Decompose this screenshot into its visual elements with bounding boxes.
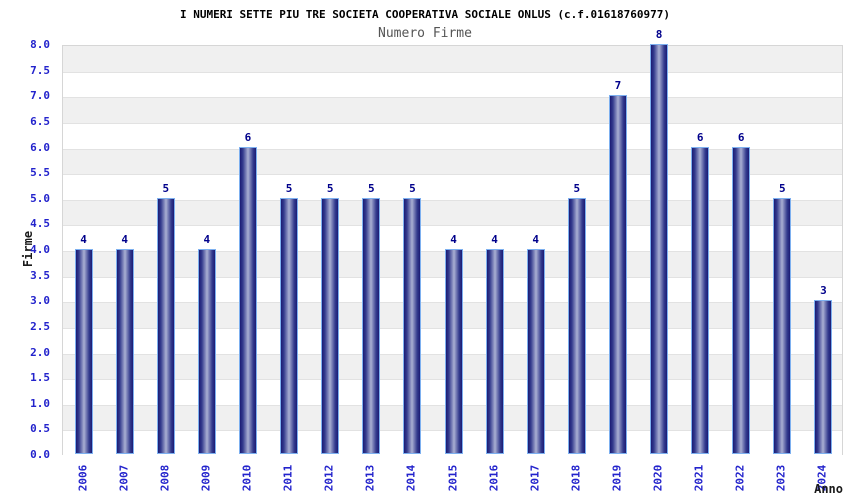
x-tick-label: 2007 <box>117 464 131 492</box>
y-tick-label: 0.0 <box>30 448 50 461</box>
x-tick-label: 2010 <box>240 464 254 492</box>
gridline <box>63 148 842 150</box>
bar-2010 <box>238 146 257 454</box>
plot-band <box>63 225 842 251</box>
bar-2023 <box>773 197 792 454</box>
bar-2009 <box>197 249 216 454</box>
bar-2024 <box>814 300 833 454</box>
y-tick-label: 7.0 <box>30 89 50 103</box>
gridline <box>63 122 842 124</box>
gridline <box>63 97 842 99</box>
bar-2012 <box>321 197 340 454</box>
bar-2021 <box>691 146 710 454</box>
bar-value-label: 4 <box>491 233 498 246</box>
bar-2013 <box>362 197 381 454</box>
x-tick-label: 2009 <box>199 464 213 492</box>
plot-band <box>63 199 842 226</box>
x-tick-label: 2018 <box>569 464 583 492</box>
x-tick-label: 2022 <box>733 464 747 492</box>
bar-2015 <box>444 249 463 454</box>
y-tick-label: 4.5 <box>30 217 50 231</box>
bar-2020 <box>650 44 669 454</box>
bar-2011 <box>280 197 299 454</box>
bar-value-label: 5 <box>367 181 375 195</box>
bar-value-label: 6 <box>244 130 252 144</box>
y-tick-label: 3.0 <box>30 294 50 308</box>
plot-area: 4 4 5 4 6 5 5 5 5 4 4 4 5 7 8 6 6 5 3 <box>62 28 843 456</box>
x-axis-title: Anno <box>814 482 843 496</box>
y-tick-label: 4.0 <box>30 243 50 256</box>
y-tick-label: 1.5 <box>30 371 50 385</box>
x-tick-label: 2014 <box>404 464 418 492</box>
bar-value-label: 5 <box>162 181 170 195</box>
bar-2016 <box>485 249 504 454</box>
bar-value-label: 8 <box>655 28 663 41</box>
gridline <box>63 71 842 73</box>
x-tick-label: 2017 <box>528 464 542 492</box>
bar-value-label: 5 <box>285 181 293 195</box>
x-tick-label: 2006 <box>76 464 90 492</box>
x-tick-label: 2021 <box>692 464 706 492</box>
bar-value-label: 4 <box>203 233 211 246</box>
bar-value-label: 4 <box>450 233 457 246</box>
plot-band <box>63 148 842 175</box>
x-tick-label: 2023 <box>774 464 788 492</box>
bar-2007 <box>115 249 134 454</box>
bar-2006 <box>74 249 93 454</box>
plot-band <box>63 46 842 72</box>
gridline <box>63 174 842 176</box>
gridline <box>63 199 842 201</box>
bar-2014 <box>403 197 422 454</box>
y-tick-label: 5.5 <box>30 166 50 180</box>
x-tick-label: 2012 <box>322 464 336 492</box>
y-tick-label: 3.5 <box>30 268 50 282</box>
x-tick-label: 2011 <box>281 464 295 492</box>
bar-value-label: 5 <box>573 181 581 195</box>
y-tick-label: 7.5 <box>30 63 50 77</box>
bar-2019 <box>608 95 627 454</box>
plot-band <box>63 122 842 149</box>
chart-subtitle: Numero Firme <box>378 26 472 41</box>
x-tick-label: 2008 <box>158 464 172 492</box>
bar-value-label: 3 <box>820 284 827 298</box>
y-tick-label: 8.0 <box>30 38 50 51</box>
x-tick-label: 2020 <box>651 464 665 492</box>
bar-value-label: 6 <box>737 130 745 144</box>
y-tick-label: 2.0 <box>30 345 50 359</box>
plot-band <box>63 174 842 200</box>
bar-2017 <box>526 249 545 454</box>
y-tick-label: 2.5 <box>30 319 50 333</box>
bar-value-label: 7 <box>614 79 622 93</box>
x-tick-label: 2013 <box>363 464 377 492</box>
y-tick-label: 6.0 <box>30 140 50 154</box>
gridline <box>63 225 842 227</box>
bar-value-label: 5 <box>409 181 416 195</box>
bar-value-label: 6 <box>696 130 704 144</box>
bar-value-label: 4 <box>532 233 540 246</box>
bar-value-label: 4 <box>121 233 128 246</box>
bar-value-label: 4 <box>80 233 87 246</box>
x-tick-label: 2015 <box>446 464 459 492</box>
bar-2018 <box>567 197 586 454</box>
bar-value-label: 5 <box>326 181 334 195</box>
bar-value-label: 5 <box>779 181 786 195</box>
bar-2008 <box>156 197 175 454</box>
y-tick-label: 1.0 <box>30 396 50 410</box>
chart-title: I NUMERI SETTE PIU TRE SOCIETA COOPERATI… <box>179 8 671 21</box>
plot-band <box>63 97 842 123</box>
y-tick-label: 5.0 <box>30 191 50 205</box>
bar-2022 <box>732 146 751 454</box>
y-tick-label: 6.5 <box>30 114 50 128</box>
x-tick-label: 2016 <box>487 464 501 492</box>
y-tick-label: 0.5 <box>30 422 50 436</box>
plot-band <box>63 71 842 98</box>
x-tick-label: 2019 <box>610 464 624 492</box>
